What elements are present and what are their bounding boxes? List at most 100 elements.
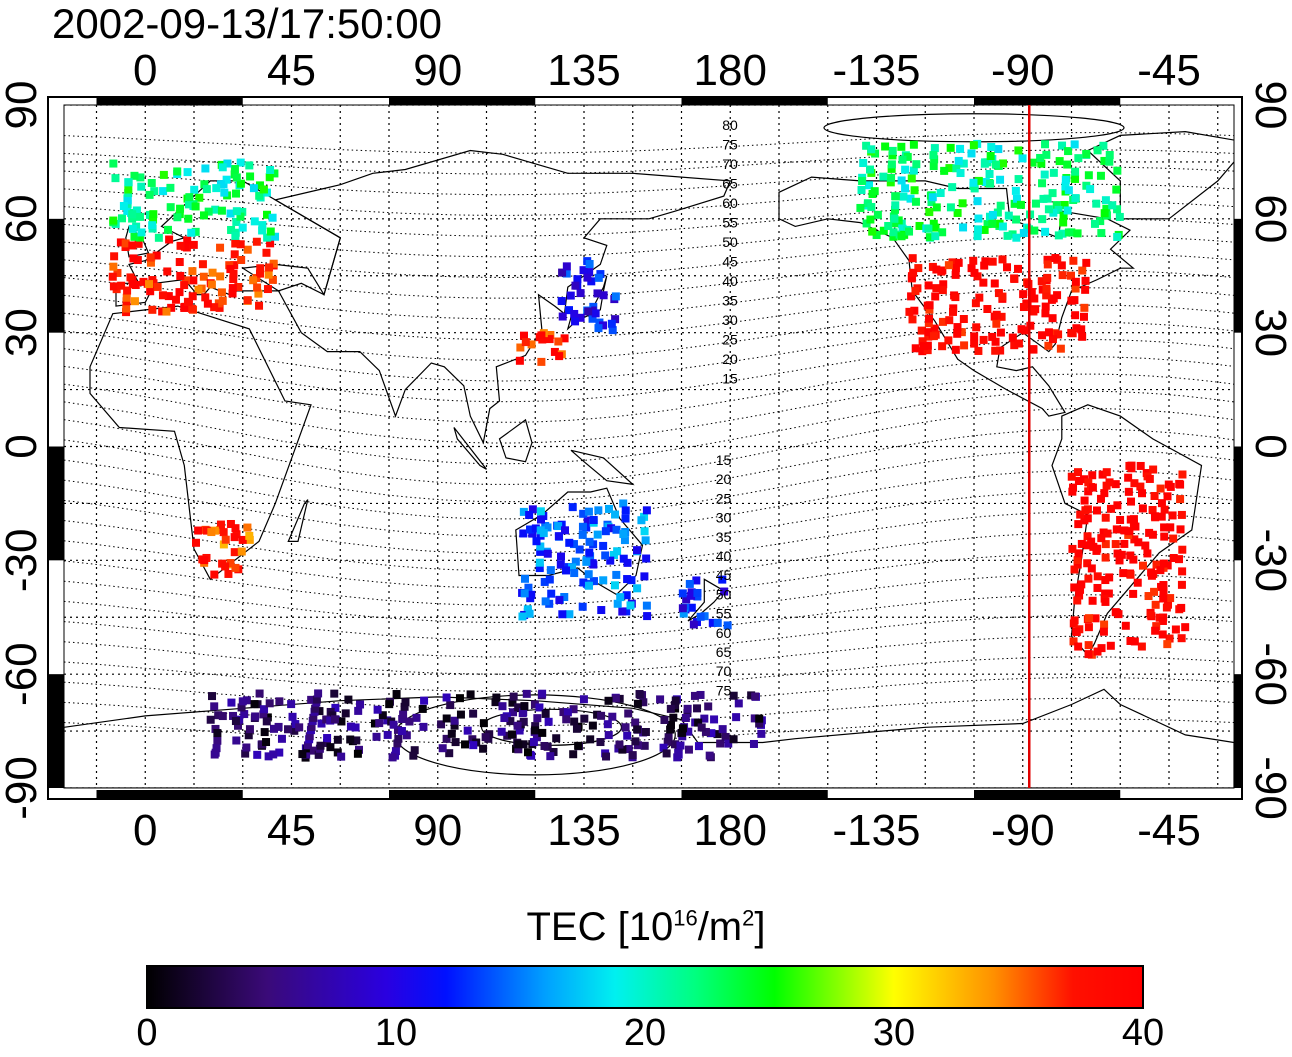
- tec-point: [530, 726, 539, 735]
- tec-point: [1012, 233, 1021, 242]
- tec-point: [583, 516, 592, 525]
- tec-point: [1061, 175, 1070, 184]
- tec-point: [159, 170, 168, 179]
- tec-point: [610, 581, 619, 590]
- tec-point: [1166, 523, 1175, 532]
- tec-point: [554, 532, 563, 541]
- tec-point: [391, 747, 400, 756]
- tec-point: [1071, 311, 1080, 320]
- tec-point: [1072, 324, 1081, 333]
- tec-point: [317, 719, 326, 728]
- tec-point: [930, 144, 939, 153]
- tec-point: [979, 335, 988, 344]
- tec-point: [988, 219, 997, 228]
- tec-point: [948, 183, 957, 192]
- tec-point: [974, 225, 983, 234]
- tec-point: [696, 690, 705, 699]
- tec-point: [623, 558, 632, 567]
- tec-point: [330, 689, 339, 698]
- contour-label-north: 55: [722, 215, 738, 231]
- tec-point: [619, 554, 628, 563]
- tec-point: [206, 715, 215, 724]
- tec-point: [624, 709, 633, 718]
- tec-point: [241, 749, 250, 758]
- tec-point: [189, 276, 198, 285]
- tec-point: [1125, 527, 1134, 536]
- tec-point: [236, 158, 245, 167]
- tec-point: [909, 140, 918, 149]
- frame-bar-bottom: [974, 790, 1121, 799]
- tec-point: [664, 733, 673, 742]
- tec-point: [683, 704, 692, 713]
- tec-point: [911, 287, 920, 296]
- tec-point: [237, 703, 246, 712]
- tec-point: [975, 293, 984, 302]
- tec-point: [944, 336, 953, 345]
- tec-point: [1146, 610, 1155, 619]
- tec-point: [513, 721, 522, 730]
- tec-point: [997, 312, 1006, 321]
- tec-point: [519, 708, 528, 717]
- tec-point: [969, 178, 978, 187]
- tec-point: [637, 516, 646, 525]
- tec-point: [660, 715, 669, 724]
- tec-point: [967, 264, 976, 273]
- tec-point: [208, 268, 217, 277]
- tec-point: [612, 570, 621, 579]
- tec-point: [724, 739, 733, 748]
- tec-point: [249, 276, 258, 285]
- tec-point: [1124, 487, 1133, 496]
- tec-point: [917, 326, 926, 335]
- tec-point: [259, 185, 268, 194]
- tec-point: [562, 269, 571, 278]
- tec-point: [251, 712, 260, 721]
- tec-point: [1090, 219, 1099, 228]
- tec-point: [1012, 194, 1021, 203]
- tec-point: [1077, 325, 1086, 334]
- top-lon-label: -45: [1137, 46, 1201, 95]
- tec-point: [326, 743, 335, 752]
- tec-point: [149, 279, 158, 288]
- tec-point: [687, 588, 696, 597]
- tec-point: [226, 519, 235, 528]
- tec-point: [221, 535, 230, 544]
- tec-point: [216, 243, 225, 252]
- contour-label-south: 40: [716, 548, 732, 564]
- right-lat-label: 60: [1246, 194, 1292, 243]
- tec-point: [566, 291, 575, 300]
- tec-point: [230, 548, 239, 557]
- tec-point: [200, 556, 209, 565]
- tec-point: [124, 178, 133, 187]
- tec-point: [608, 326, 617, 335]
- tec-point: [1037, 277, 1046, 286]
- magnetic-contour: [64, 132, 1234, 154]
- tec-point: [1121, 621, 1130, 630]
- top-lon-label: -90: [991, 46, 1055, 95]
- tec-point: [905, 227, 914, 236]
- left-lat-label: -60: [0, 642, 46, 706]
- tec-point: [887, 160, 896, 169]
- tec-point: [1039, 194, 1048, 203]
- tec-point: [149, 210, 158, 219]
- tec-point: [290, 726, 299, 735]
- frame-bar-top: [974, 97, 1121, 105]
- tec-point: [994, 145, 1003, 154]
- left-lat-label: -30: [0, 529, 46, 593]
- tec-point: [889, 228, 898, 237]
- tec-point: [554, 337, 563, 346]
- tec-point: [346, 735, 355, 744]
- tec-point: [631, 718, 640, 727]
- tec-point: [226, 559, 235, 568]
- colorbar-tick-label: 0: [136, 1012, 158, 1054]
- tec-point: [498, 702, 507, 711]
- tec-point: [1073, 229, 1082, 238]
- tec-point: [131, 281, 140, 290]
- tec-point: [254, 289, 263, 298]
- tec-point: [351, 723, 360, 732]
- tec-point: [1106, 504, 1115, 513]
- tec-point: [466, 690, 475, 699]
- tec-point: [948, 307, 957, 316]
- tec-point: [1138, 561, 1147, 570]
- tec-point: [181, 276, 190, 285]
- tec-point: [580, 714, 589, 723]
